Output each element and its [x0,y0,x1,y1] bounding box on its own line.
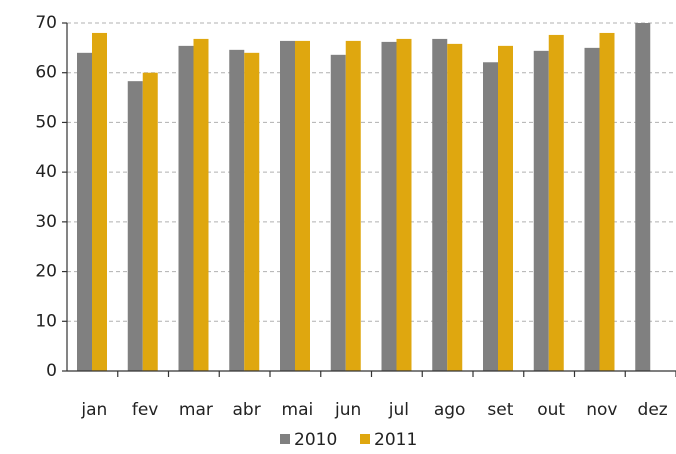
y-tick-label: 30 [35,212,57,232]
x-tick-label: abr [233,400,261,420]
bar [533,50,549,372]
bar [599,32,615,371]
x-tick-label: dez [638,400,668,420]
bar [330,54,346,372]
bar [127,81,143,371]
bar [193,38,209,372]
bar [295,40,310,371]
bar [345,40,361,371]
x-tick-label: jan [80,400,107,420]
bar [77,52,92,371]
x-tick-label: jul [388,400,409,420]
y-tick-label: 40 [35,162,57,182]
bar [381,41,397,372]
bar [178,45,194,372]
x-tick-label: nov [586,400,617,420]
x-tick-label: mai [282,400,314,420]
bar [432,38,448,372]
x-tick-label: out [537,400,565,420]
x-tick-label: fev [132,400,159,420]
bar [447,43,463,371]
y-tick-label: 20 [35,262,57,282]
bar [280,40,295,371]
y-tick-label: 70 [35,13,57,33]
bar [584,47,600,371]
y-tick-label: 60 [35,63,57,83]
bar [142,72,158,371]
legend-swatch [360,434,370,444]
bar [483,62,498,371]
x-tick-label: mar [179,400,213,420]
legend-label: 2011 [374,430,417,450]
bar [92,32,107,371]
y-tick-label: 50 [35,112,57,132]
bar [548,34,564,371]
y-tick-label: 10 [35,311,57,331]
x-tick-label: set [487,400,513,420]
bar [498,45,513,372]
bar [229,49,245,372]
legend-label: 2010 [294,430,337,450]
bar [244,52,260,371]
x-tick-label: jun [334,400,361,420]
x-tick-label: ago [434,400,466,420]
y-tick-label: 0 [46,361,57,381]
bar [635,23,651,371]
bar [396,38,412,372]
legend-swatch [280,434,290,444]
